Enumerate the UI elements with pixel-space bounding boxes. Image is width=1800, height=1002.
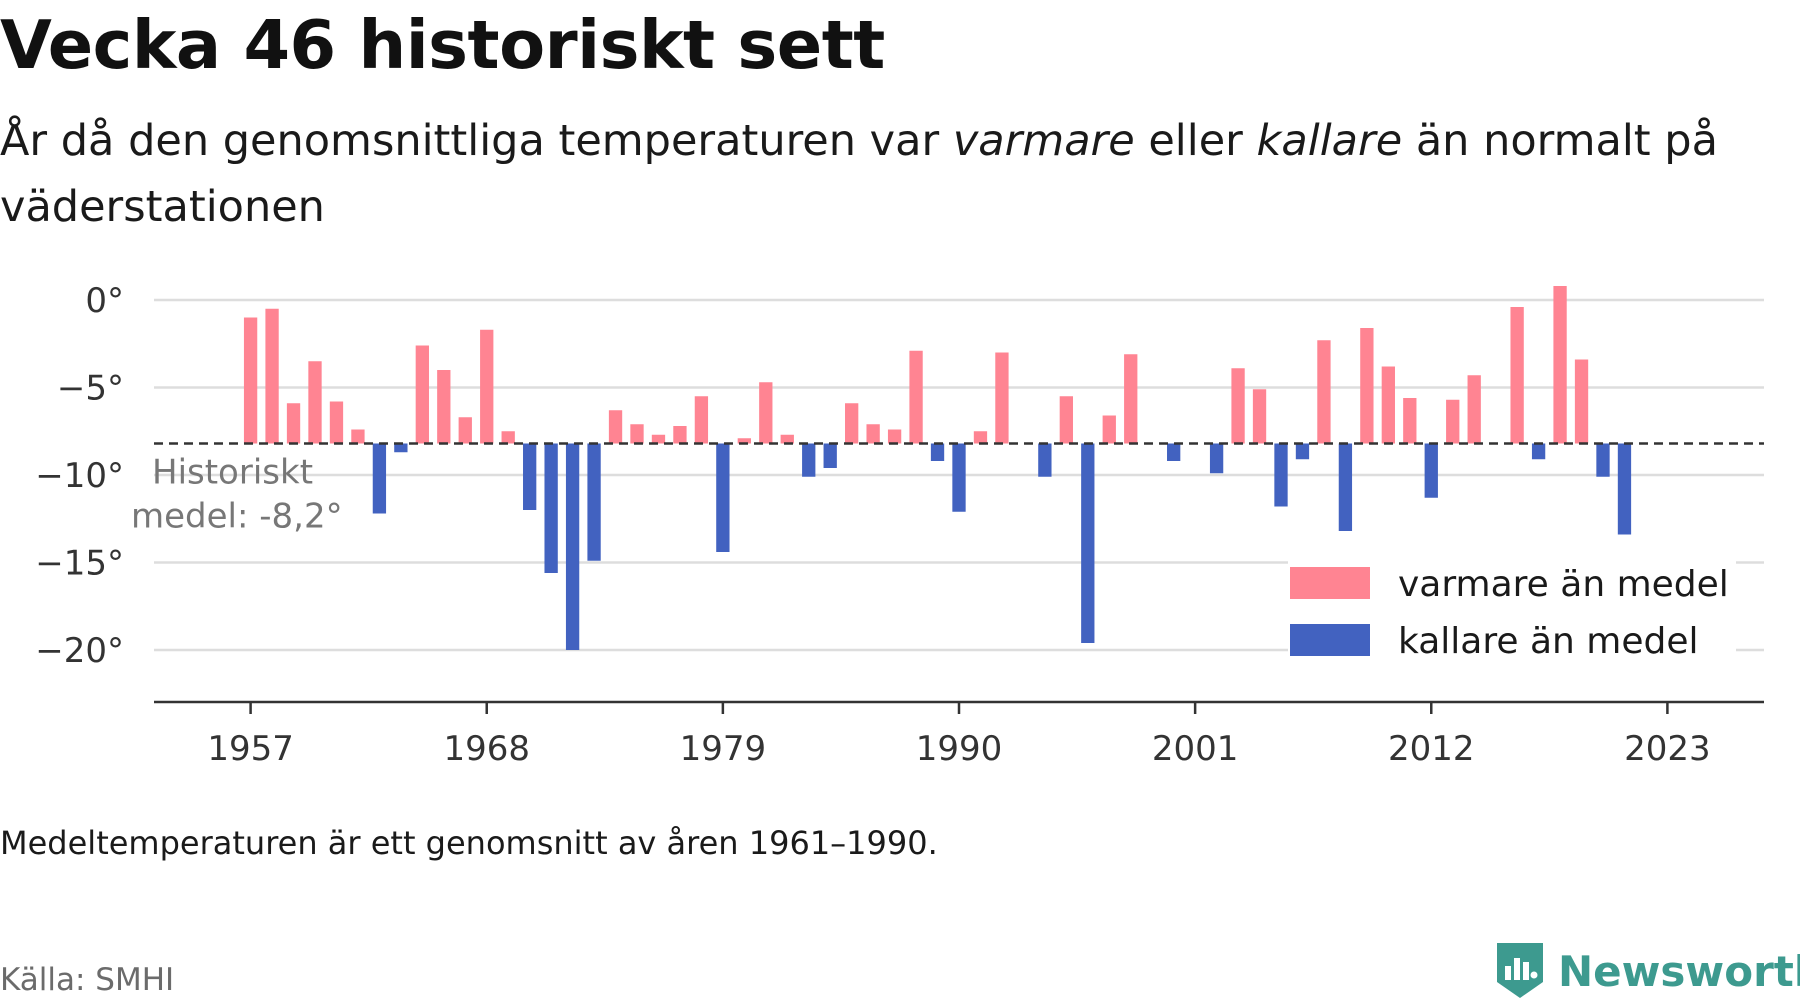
x-tick-label: 2012 <box>1388 729 1475 769</box>
bar-1974 <box>608 410 623 444</box>
bar-1986 <box>866 424 880 444</box>
bar-1979 <box>716 443 730 552</box>
y-tick-label: −5° <box>57 369 124 409</box>
bar-1990 <box>952 443 966 512</box>
bar-1958 <box>265 308 279 444</box>
temperature-bar-chart: 0° −5° −10° −15° −20° Historiskt medel: -8,2… <box>35 281 1764 769</box>
bar-2016 <box>1510 307 1524 444</box>
bar-2020 <box>1596 443 1610 477</box>
legend: varmare än medel kallare än medel <box>1288 555 1736 673</box>
bar-1976 <box>651 434 666 444</box>
bar-2017 <box>1531 443 1546 460</box>
bar-chart-shield-icon <box>1497 943 1543 998</box>
bar-2007 <box>1317 340 1331 444</box>
bar-1957 <box>243 317 258 444</box>
y-tick-label: −10° <box>35 456 124 496</box>
bar-1984 <box>823 443 837 468</box>
x-tick-label: 1990 <box>916 729 1003 769</box>
bar-1975 <box>630 424 644 444</box>
bar-1964 <box>394 443 408 453</box>
bars <box>243 286 1632 650</box>
baseline-label-line1: Historiskt <box>152 453 313 493</box>
bar-2000 <box>1167 443 1181 461</box>
y-tick-label: 0° <box>85 281 124 321</box>
subtitle-text-1: År då den genomsnittliga temperaturen va… <box>0 116 953 166</box>
bar-1968 <box>480 329 494 444</box>
y-tick-label: −15° <box>35 544 124 584</box>
subtitle-emphasis-cold: kallare <box>1256 116 1403 166</box>
bar-2019 <box>1574 359 1589 444</box>
bar-2014 <box>1467 375 1481 444</box>
bar-1962 <box>351 429 365 444</box>
legend-warm-swatch <box>1290 567 1370 599</box>
x-axis-ticks: 1957 1968 1979 1990 2001 2012 2023 <box>207 702 1711 769</box>
bar-2003 <box>1231 368 1245 444</box>
subtitle-text-2: eller <box>1134 116 1257 166</box>
bar-1973 <box>587 443 601 561</box>
bar-1985 <box>845 403 859 444</box>
bar-1996 <box>1081 443 1095 643</box>
bar-1994 <box>1038 443 1052 477</box>
bar-1987 <box>887 429 902 444</box>
legend-warm-label: varmare än medel <box>1398 564 1729 605</box>
bar-1963 <box>372 443 387 514</box>
bar-1998 <box>1124 354 1138 444</box>
x-tick-label: 1979 <box>680 729 767 769</box>
brand-name: Newsworthy <box>1558 946 1800 996</box>
x-tick-label: 2023 <box>1624 729 1711 769</box>
bar-2004 <box>1252 389 1267 444</box>
bar-1961 <box>329 401 344 444</box>
bar-2013 <box>1446 399 1460 444</box>
bar-1960 <box>308 361 322 444</box>
source-credit: Källa: SMHI <box>0 962 175 998</box>
bar-2002 <box>1209 443 1224 474</box>
brand-logo[interactable]: Newsworthy <box>1494 940 1800 1002</box>
bar-1977 <box>673 426 687 444</box>
subtitle-emphasis-warm: varmare <box>952 116 1135 166</box>
x-tick-label: 2001 <box>1152 729 1239 769</box>
baseline-label-line2: medel: -8,2° <box>131 497 343 537</box>
y-tick-label: −20° <box>35 631 124 671</box>
bar-1969 <box>501 431 515 444</box>
bar-1967 <box>458 417 472 444</box>
bar-1997 <box>1102 415 1116 444</box>
bar-1959 <box>286 403 301 444</box>
bar-2011 <box>1403 398 1417 444</box>
bar-1980 <box>737 438 751 444</box>
bar-2010 <box>1381 366 1395 444</box>
bar-1982 <box>780 434 794 444</box>
bar-1972 <box>565 443 580 650</box>
bar-1970 <box>523 443 537 510</box>
bar-2006 <box>1295 443 1310 460</box>
bar-1971 <box>544 443 558 573</box>
footnote: Medeltemperaturen är ett genomsnitt av å… <box>0 824 938 862</box>
bar-1992 <box>995 352 1009 444</box>
bar-1991 <box>973 431 988 444</box>
bar-1988 <box>909 350 923 444</box>
chart-subtitle: År då den genomsnittliga temperaturen va… <box>0 108 1720 240</box>
bar-1983 <box>802 443 816 477</box>
x-tick-label: 1968 <box>443 729 530 769</box>
y-axis-ticks: 0° −5° −10° −15° −20° <box>35 281 124 671</box>
bar-1966 <box>437 370 451 444</box>
bar-1978 <box>694 396 709 444</box>
legend-cold-label: kallare än medel <box>1398 621 1698 662</box>
bar-2021 <box>1617 443 1632 535</box>
bar-2009 <box>1360 328 1374 444</box>
bar-1995 <box>1059 396 1073 444</box>
bar-2005 <box>1274 443 1288 507</box>
chart-title: Vecka 46 historiskt sett <box>0 6 885 84</box>
bar-2018 <box>1553 286 1567 444</box>
bar-1989 <box>930 443 945 461</box>
bar-2012 <box>1424 443 1438 498</box>
bar-2008 <box>1338 443 1353 531</box>
bar-1981 <box>759 382 773 444</box>
bar-1965 <box>415 345 429 444</box>
legend-cold-swatch <box>1290 624 1370 656</box>
subtitle-text-3: än normalt på väderstationen <box>0 116 1718 232</box>
x-tick-label: 1957 <box>207 729 294 769</box>
